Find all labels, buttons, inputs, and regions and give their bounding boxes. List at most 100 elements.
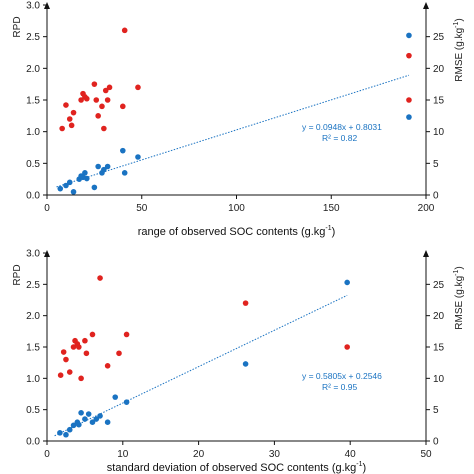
rmse-point	[406, 114, 412, 120]
y-tick-label-right: 20	[433, 311, 445, 322]
rpd-point	[116, 350, 122, 357]
chart-panel-top: 0 50 100 150 200 0.0 0.5 1.0 1.5 2.0 2.5 3.0 0 5 10 15 2…	[12, 1, 465, 239]
rpd-point	[120, 103, 126, 110]
rpd-point	[78, 375, 84, 382]
x-tick-label: 40	[345, 449, 357, 460]
y-tick-label-right: 10	[433, 374, 445, 385]
rpd-point	[97, 275, 103, 281]
rmse-point	[406, 32, 412, 39]
y-axis-label-left: RPD	[12, 16, 23, 37]
y-tick-label-right: 5	[433, 159, 439, 170]
rpd-point	[63, 102, 69, 108]
rmse-point	[89, 419, 96, 426]
rmse-point	[112, 394, 119, 400]
rmse-point	[242, 361, 249, 367]
rpd-point	[106, 84, 113, 91]
rpd-point	[91, 81, 98, 87]
x-tick-label: 0	[44, 203, 50, 214]
rmse-point	[70, 189, 77, 195]
x-axis-label: range of observed SOC contents (g.kg-1)	[138, 225, 336, 238]
rpd-point	[59, 125, 65, 132]
rpd-point	[135, 84, 141, 91]
rmse-point	[76, 421, 82, 428]
rpd-point	[66, 116, 73, 122]
axes: 0 50 100 150 200 0.0 0.5 1.0 1.5 2.0 2.5 3.0 0 5 10 15 2…	[26, 1, 444, 215]
rmse-points	[57, 32, 412, 195]
y-axis-label-right: RMSE (g.kg-1)	[453, 266, 465, 329]
y-tick-label-left: 2.0	[26, 64, 40, 75]
rmse-point	[70, 422, 77, 429]
rmse-point	[66, 179, 73, 186]
rpd-point	[101, 125, 107, 132]
y-tick-label-left: 1.5	[26, 96, 40, 107]
y-tick-label-right: 0	[433, 191, 439, 202]
y-axis-label-left: RPD	[12, 264, 23, 285]
rmse-point	[82, 170, 88, 176]
rpd-point	[60, 349, 67, 355]
x-tick-label: 30	[269, 449, 281, 460]
rmse-point	[104, 419, 111, 426]
y-tick-label-right: 25	[433, 32, 445, 43]
x-tick-label: 10	[117, 449, 129, 460]
x-tick-label: 200	[418, 203, 435, 214]
rpd-point	[99, 103, 105, 110]
y-tick-label-left: 1.0	[26, 127, 40, 138]
rmse-point	[95, 163, 101, 170]
chart-panel-bottom: 0 10 20 30 40 50 0.0 0.5 1.0 1.5 2.0 2.5 3.0 0 5 10 15 20…	[12, 249, 465, 474]
y-tick-label-left: 3.0	[26, 1, 40, 12]
rmse-point	[63, 431, 69, 438]
equation-label: y = 0.0948x + 0.8031	[302, 122, 382, 132]
x-tick-label: 50	[136, 203, 148, 214]
r-squared-label: R² = 0.82	[322, 133, 357, 143]
rmse-point	[104, 163, 111, 170]
y-tick-label-left: 2.0	[26, 311, 40, 322]
rmse-point	[97, 413, 103, 419]
x-tick-label: 100	[228, 203, 245, 214]
rmse-point	[344, 279, 350, 286]
rpd-point	[83, 95, 90, 102]
rpd-point	[121, 27, 128, 34]
y-axis-label-right: RMSE (g.kg-1)	[453, 18, 465, 81]
rpd-point	[76, 344, 82, 350]
y-tick-label-left: 2.5	[26, 32, 40, 43]
rmse-point	[82, 416, 88, 422]
axes: 0 10 20 30 40 50 0.0 0.5 1.0 1.5 2.0 2.5 3.0 0 5 10 15 20…	[26, 249, 444, 461]
rpd-point	[78, 97, 84, 103]
x-tick-label: 0	[44, 449, 50, 460]
y-tick-label-left: 0.0	[26, 191, 40, 202]
rpd-point	[57, 372, 64, 379]
x-tick-label: 150	[323, 203, 340, 214]
rpd-point	[242, 300, 249, 306]
r-squared-label: R² = 0.95	[322, 382, 357, 392]
rpd-point	[89, 331, 96, 338]
y-tick-label-right: 5	[433, 405, 439, 416]
y-tick-label-left: 1.5	[26, 343, 40, 354]
rpd-point	[344, 344, 350, 350]
rmse-point	[85, 411, 92, 417]
y-tick-label-right: 15	[433, 343, 445, 354]
x-tick-label: 20	[193, 449, 205, 460]
rpd-point	[406, 52, 412, 59]
rmse-point	[121, 170, 128, 176]
rmse-point	[91, 184, 98, 191]
rpd-points	[59, 27, 412, 132]
rpd-point	[95, 113, 101, 119]
rpd-points	[57, 275, 350, 382]
y-tick-label-right: 25	[433, 280, 445, 291]
rpd-point	[66, 369, 73, 375]
y-tick-label-left: 0.0	[26, 437, 40, 448]
rmse-point	[63, 182, 69, 189]
rpd-point	[406, 97, 412, 103]
rpd-point	[70, 109, 77, 116]
y-tick-label-right: 10	[433, 127, 445, 138]
equation-label: y = 0.5805x + 0.2546	[302, 371, 382, 381]
y-tick-label-left: 3.0	[26, 249, 40, 260]
rpd-point	[82, 337, 88, 344]
y-tick-label-left: 0.5	[26, 159, 40, 170]
rmse-point	[93, 416, 100, 422]
x-axis-label: standard deviation of observed SOC conte…	[107, 461, 366, 474]
rpd-point	[93, 97, 100, 103]
y-tick-label-left: 1.0	[26, 374, 40, 385]
y-axis-arrow-right	[423, 2, 429, 9]
